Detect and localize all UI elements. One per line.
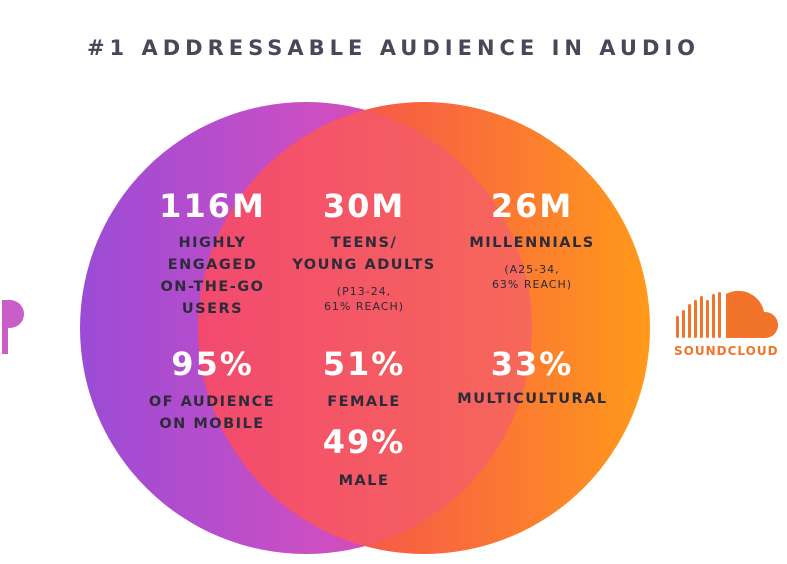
stat-value-116m: 116M [159, 187, 266, 225]
page-title: #1 ADDRESSABLE AUDIENCE IN AUDIO [86, 36, 701, 60]
stat-label-audience-mobile: OF AUDIENCE ON MOBILE [148, 394, 276, 432]
stat-value-51-percent: 51% [322, 345, 406, 383]
stat-label-highly-engaged: HIGHLY ENGAGED ON-THE-GO USERS [160, 235, 265, 317]
pandora-icon [2, 300, 24, 354]
stat-label-teens: TEENS/ YOUNG ADULTS [292, 235, 436, 273]
stat-label-female: FEMALE [327, 394, 401, 410]
stat-note-millennials-reach: (A25-34, 63% REACH) [491, 263, 573, 291]
stat-label-millennials: MILLENNIALS [469, 235, 595, 251]
stat-value-30m: 30M [322, 187, 406, 225]
stat-value-95-percent: 95% [171, 345, 254, 383]
soundcloud-icon [676, 290, 779, 338]
overlap-region [198, 102, 532, 554]
stat-label-multicultural: MULTICULTURAL [457, 391, 608, 407]
stat-note-teens-reach: (P13-24, 61% REACH) [323, 285, 405, 313]
stat-value-26m: 26M [490, 187, 574, 225]
stat-value-49-percent: 49% [322, 423, 406, 461]
soundcloud-wordmark: SOUNDCLOUD [674, 344, 779, 358]
stat-label-male: MALE [338, 473, 390, 489]
stat-value-33-percent: 33% [490, 345, 574, 383]
